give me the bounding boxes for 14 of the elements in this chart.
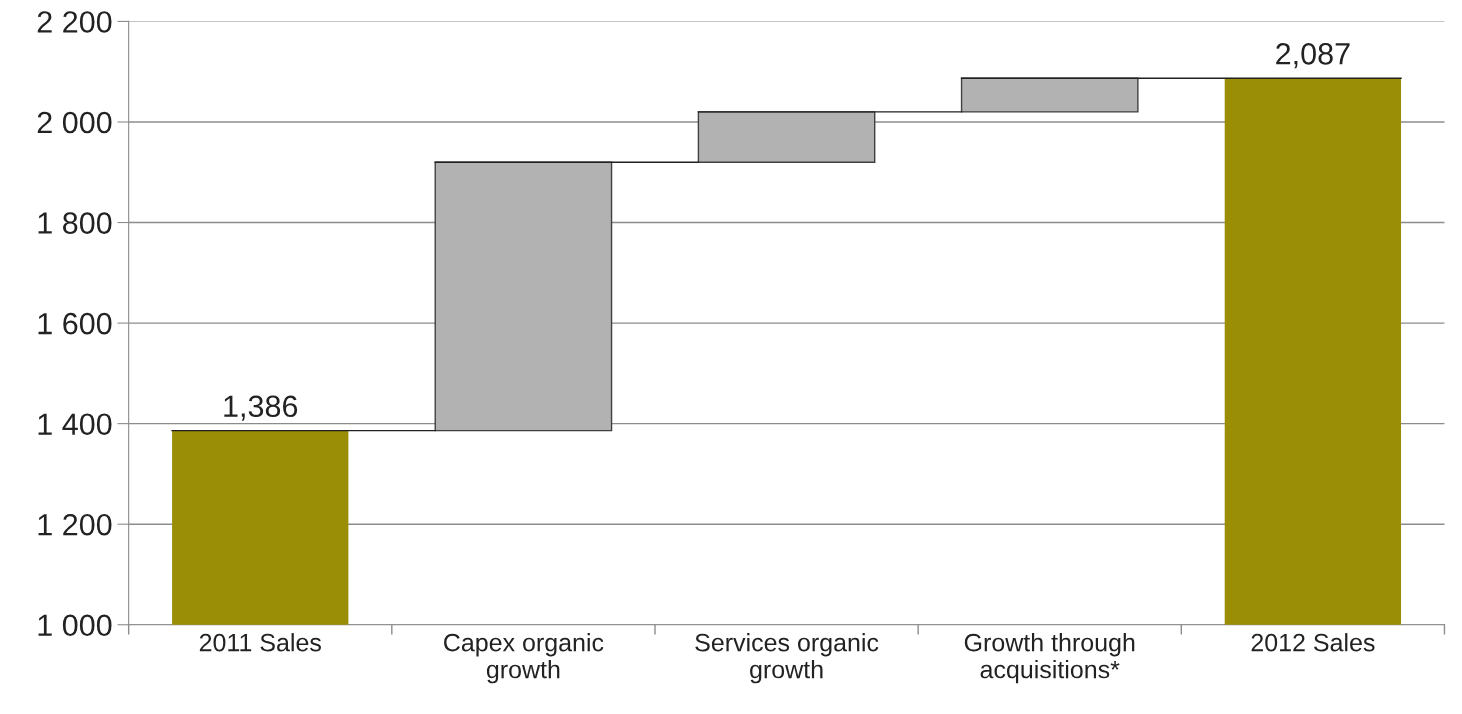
y-tick-label: 2 000 <box>37 111 112 134</box>
y-tick-label: 1 800 <box>38 212 112 234</box>
x-tick-label: 2012 Sales <box>1251 633 1375 652</box>
data-label: 1,386 <box>224 395 298 421</box>
x-tick-label: Capex organic growth <box>444 633 604 684</box>
x-tick-label: Growth through acquisitions* <box>964 633 1135 684</box>
x-tick-label: Services organic growth <box>695 633 879 684</box>
x-tick-label: 2011 Sales <box>199 633 321 652</box>
y-tick-label: 1 600 <box>38 312 112 335</box>
y-tick-label: 1 400 <box>38 413 112 436</box>
y-tick-label: 2 200 <box>37 11 112 33</box>
y-tick-label: 1 200 <box>38 513 112 536</box>
y-tick-label: 1 000 <box>38 614 112 637</box>
data-label: 2,087 <box>1276 43 1350 69</box>
